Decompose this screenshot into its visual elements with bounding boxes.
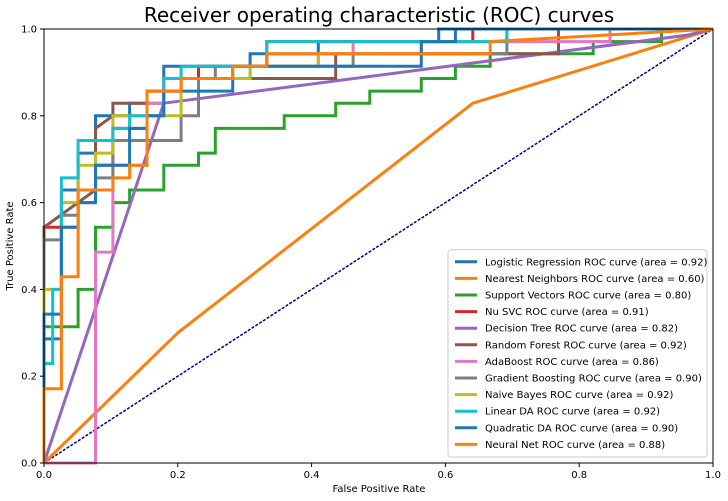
- legend-entry-5: Decision Tree ROC curve (area = 0.82): [485, 324, 678, 335]
- legend-box: [447, 249, 708, 458]
- x-axis-label: False Positive Rate: [333, 484, 426, 495]
- series-line-5: [42, 27, 714, 464]
- x-tick-label: 0.8: [571, 470, 587, 481]
- x-tick-label: 0.6: [437, 470, 453, 481]
- y-tick-label: 0.6: [21, 198, 37, 209]
- y-tick-label: 0.8: [21, 111, 37, 122]
- legend-entry-11: Quadratic DA ROC curve (area = 0.90): [485, 423, 678, 434]
- legend-entry-9: Naive Bayes ROC curve (area = 0.92): [485, 390, 673, 401]
- legend-entry-8: Gradient Boosting ROC curve (area = 0.90…: [485, 374, 702, 385]
- series-line-3: [42, 27, 713, 463]
- y-tick-label: 0.4: [21, 285, 37, 296]
- legend-entry-1: Logistic Regression ROC curve (area = 0.…: [485, 257, 707, 268]
- legend-entry-10: Linear DA ROC curve (area = 0.92): [485, 407, 660, 418]
- x-tick-label: 0.4: [304, 470, 320, 481]
- x-tick-label: 0.0: [36, 470, 52, 481]
- x-tick-label: 0.2: [170, 470, 186, 481]
- x-tick-label: 1.0: [705, 470, 721, 481]
- reference-diagonal-line: [43, 28, 714, 464]
- legend-entry-2: Nearest Neighbors ROC curve (area = 0.60…: [485, 274, 705, 285]
- legend-entry-4: Nu SVC ROC curve (area = 0.91): [485, 307, 649, 318]
- legend-entry-7: AdaBoost ROC curve (area = 0.86): [485, 357, 659, 368]
- y-axis-ticks: 0.0 0.2 0.4 0.6 0.8 1.0: [21, 25, 44, 470]
- y-tick-label: 0.2: [21, 372, 37, 383]
- series-line-2: [42, 27, 714, 465]
- y-tick-label: 1.0: [21, 25, 37, 36]
- legend-entry-3: Support Vectors ROC curve (area = 0.80): [485, 291, 691, 302]
- series-line-12: [42, 27, 714, 463]
- legend-entry-12: Neural Net ROC curve (area = 0.88): [485, 440, 665, 451]
- y-axis-label: True Positive Rate: [5, 201, 16, 291]
- plot-frame: [43, 28, 714, 464]
- plot-area: [42, 27, 714, 465]
- legend-entry-6: Random Forest ROC curve (area = 0.92): [485, 340, 687, 351]
- series-line-8: [42, 27, 713, 463]
- x-axis-ticks: 0.0 0.2 0.4 0.6 0.8 1.0: [36, 463, 721, 481]
- legend: Logistic Regression ROC curve (area = 0.…: [447, 249, 708, 458]
- y-tick-label: 0.0: [21, 459, 37, 470]
- chart-title: Receiver operating characteristic (ROC) …: [144, 3, 614, 27]
